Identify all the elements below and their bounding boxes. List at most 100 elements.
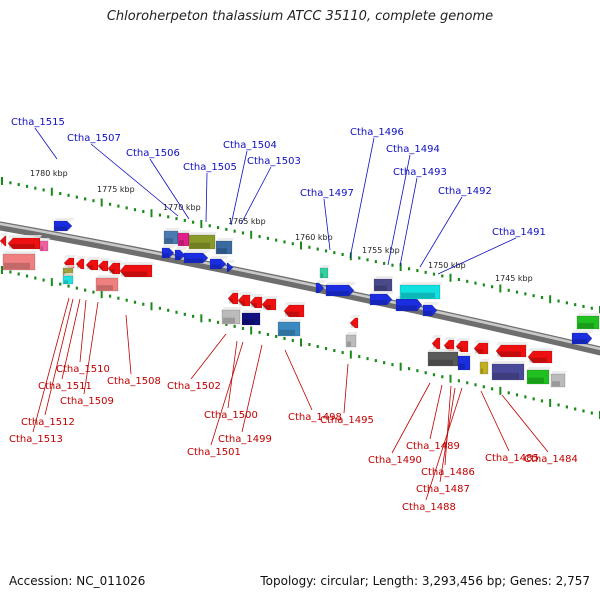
gene-feature[interactable] xyxy=(174,247,187,261)
gene-feature[interactable] xyxy=(75,256,86,270)
reverse-gene-label[interactable]: Ctha_1500 xyxy=(204,410,258,421)
gene-feature[interactable] xyxy=(283,302,306,318)
gene-feature[interactable] xyxy=(325,282,356,297)
gene-feature[interactable] xyxy=(7,235,42,250)
gene-feature[interactable] xyxy=(550,371,567,388)
scale-tick xyxy=(582,409,585,413)
gene-feature[interactable] xyxy=(369,291,394,306)
reverse-gene-label[interactable]: Ctha_1499 xyxy=(218,434,272,445)
reverse-gene-label[interactable]: Ctha_1512 xyxy=(21,417,75,428)
gene-feature[interactable] xyxy=(422,302,439,317)
reverse-gene-label[interactable]: Ctha_1513 xyxy=(9,434,63,445)
reverse-gene-label[interactable]: Ctha_1495 xyxy=(320,415,374,426)
gene-feature[interactable] xyxy=(526,367,551,385)
forward-gene-label[interactable]: Ctha_1494 xyxy=(386,144,440,155)
callout-line xyxy=(399,177,418,267)
reverse-gene-label[interactable]: Ctha_1508 xyxy=(107,376,161,387)
gene-feature[interactable] xyxy=(95,275,120,292)
reverse-gene-label[interactable]: Ctha_1489 xyxy=(406,441,460,452)
scale-tick xyxy=(391,363,394,367)
forward-gene-label[interactable]: Ctha_1493 xyxy=(393,167,447,178)
reverse-gene-label[interactable]: Ctha_1488 xyxy=(402,502,456,513)
gene-feature[interactable] xyxy=(237,292,252,307)
forward-gene-label[interactable]: Ctha_1491 xyxy=(492,227,546,238)
forward-gene-label[interactable]: Ctha_1506 xyxy=(126,148,180,159)
gene-feature[interactable] xyxy=(373,276,394,292)
gene-feature[interactable] xyxy=(188,232,217,250)
forward-gene-label[interactable]: Ctha_1504 xyxy=(223,140,277,151)
gene-feature[interactable] xyxy=(107,260,122,275)
gene-feature[interactable] xyxy=(39,238,50,252)
callout-line xyxy=(480,390,510,452)
scale-tick xyxy=(175,310,178,314)
forward-gene-label[interactable]: Ctha_1503 xyxy=(247,156,301,167)
gene-feature[interactable] xyxy=(119,262,154,278)
gene-feature[interactable] xyxy=(161,245,176,259)
reverse-gene-label[interactable]: Ctha_1509 xyxy=(60,396,114,407)
forward-gene-label[interactable]: Ctha_1497 xyxy=(300,188,354,199)
gene-feature[interactable] xyxy=(479,359,490,375)
gene-feature[interactable] xyxy=(319,265,330,279)
reverse-gene-label[interactable]: Ctha_1501 xyxy=(187,447,241,458)
gene-feature[interactable] xyxy=(431,335,442,350)
gene-feature[interactable] xyxy=(241,310,262,326)
reverse-gene-label[interactable]: Ctha_1490 xyxy=(368,455,422,466)
callout-line xyxy=(61,298,81,380)
scale-tick xyxy=(358,355,361,359)
gene-feature[interactable] xyxy=(97,258,110,272)
gene-feature[interactable] xyxy=(261,296,278,311)
forward-gene-label[interactable]: Ctha_1507 xyxy=(67,133,121,144)
callout-line xyxy=(419,196,463,268)
gene-feature[interactable] xyxy=(443,337,456,352)
gene-feature[interactable] xyxy=(0,233,8,247)
gene-feature[interactable] xyxy=(85,257,100,271)
reverse-gene-label[interactable]: Ctha_1498 xyxy=(288,412,342,423)
gene-feature[interactable] xyxy=(315,280,326,294)
gene-feature[interactable] xyxy=(249,294,264,309)
gene-feature[interactable] xyxy=(221,307,242,325)
gene-feature[interactable] xyxy=(491,361,526,381)
gene-feature[interactable] xyxy=(163,228,180,245)
scale-tick xyxy=(574,303,577,307)
reverse-gene-label[interactable]: Ctha_1502 xyxy=(167,381,221,392)
scale-label: 1780 kbp xyxy=(30,169,68,178)
scale-tick xyxy=(100,290,103,299)
gene-feature[interactable] xyxy=(2,251,37,271)
gene-feature[interactable] xyxy=(571,330,594,345)
scale-tick xyxy=(557,299,560,303)
gene-feature[interactable] xyxy=(495,342,528,358)
genome-backbone xyxy=(0,221,600,356)
gene-feature[interactable] xyxy=(576,313,600,330)
gene-feature[interactable] xyxy=(227,290,240,305)
gene-feature[interactable] xyxy=(183,250,210,264)
gene-feature[interactable] xyxy=(457,353,472,371)
gene-feature[interactable] xyxy=(349,315,360,329)
gene-feature[interactable] xyxy=(277,319,302,337)
forward-gene-label[interactable]: Ctha_1496 xyxy=(350,127,404,138)
scale-tick xyxy=(17,272,20,276)
gene-feature[interactable] xyxy=(527,348,554,364)
scale-tick xyxy=(474,281,477,285)
gene-feature[interactable] xyxy=(209,256,228,270)
reverse-gene-label[interactable]: Ctha_1510 xyxy=(56,364,110,375)
gene-feature[interactable] xyxy=(53,218,74,232)
gene-feature[interactable] xyxy=(399,282,442,300)
reverse-gene-label[interactable]: Ctha_1486 xyxy=(421,467,475,478)
gene-feature[interactable] xyxy=(473,340,490,355)
gene-feature[interactable] xyxy=(62,273,75,285)
reverse-gene-label[interactable]: Ctha_1484 xyxy=(524,454,578,465)
reverse-gene-label[interactable]: Ctha_1511 xyxy=(38,381,92,392)
scale-tick xyxy=(92,199,95,203)
forward-gene-label[interactable]: Ctha_1505 xyxy=(183,162,237,173)
reverse-gene-label[interactable]: Ctha_1487 xyxy=(416,484,470,495)
scale-tick xyxy=(449,374,452,383)
forward-gene-label[interactable]: Ctha_1515 xyxy=(11,117,65,128)
reverse-gene-label[interactable]: Ctha_1485 xyxy=(485,453,539,464)
gene-feature[interactable] xyxy=(345,332,358,348)
gene-feature[interactable] xyxy=(427,349,460,367)
gene-feature[interactable] xyxy=(226,260,235,273)
forward-gene-label[interactable]: Ctha_1492 xyxy=(438,186,492,197)
gene-feature[interactable] xyxy=(177,230,191,247)
callout-line xyxy=(34,127,58,160)
gene-feature[interactable] xyxy=(215,238,234,255)
